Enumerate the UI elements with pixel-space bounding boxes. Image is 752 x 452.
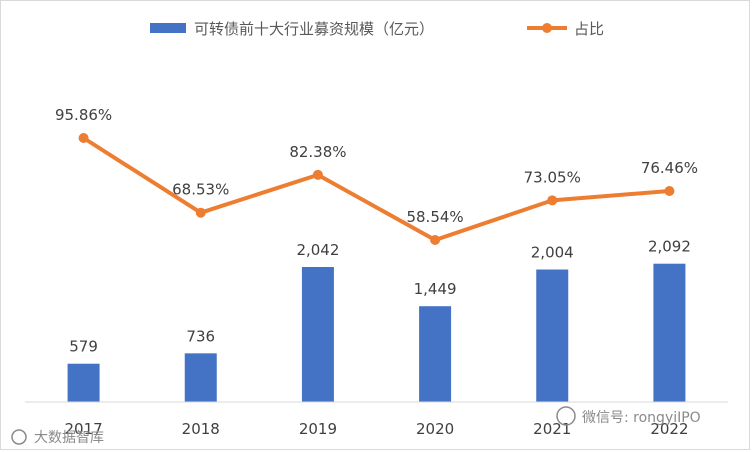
line-marker-2019 (312, 169, 323, 180)
legend: 可转债前十大行业募资规模（亿元） 占比 (150, 20, 604, 38)
line-label-2018: 68.53% (172, 181, 229, 199)
line-marker-2018 (195, 207, 206, 218)
legend-label-bar: 可转债前十大行业募资规模（亿元） (194, 20, 434, 38)
bar-2021 (536, 269, 569, 402)
line-path (82, 136, 670, 242)
bar-label-2017: 579 (69, 338, 98, 356)
bar-data-labels: 579 736 2,042 1,449 2,004 2,092 (69, 238, 691, 356)
line-marker-2020 (430, 235, 441, 245)
bar-2020 (419, 306, 452, 402)
watermark-left-text: 大数据智库 (34, 430, 104, 446)
line-series (78, 133, 675, 245)
tick-label-2018: 2018 (182, 420, 220, 438)
bar-2022 (653, 263, 686, 402)
line-label-2017: 95.86% (55, 106, 112, 124)
bar-label-2019: 2,042 (296, 241, 339, 259)
bar-2017 (67, 363, 100, 402)
line-label-2019: 82.38% (289, 143, 346, 161)
wechat-logo-icon (556, 406, 576, 426)
bar-label-2020: 1,449 (414, 280, 457, 298)
tick-label-2021: 2021 (533, 420, 571, 438)
bar-label-2022: 2,092 (648, 238, 691, 256)
bar-label-2021: 2,004 (531, 244, 574, 262)
line-label-2022: 76.46% (641, 159, 698, 177)
watermark-logo-icon (11, 429, 27, 445)
line-data-labels: 95.86% 68.53% 82.38% 58.54% 73.05% 76.46% (55, 106, 698, 226)
line-label-2021: 73.05% (524, 168, 581, 186)
watermark-right-text: 微信号: rongyiIPO (582, 410, 701, 426)
tick-label-2019: 2019 (299, 420, 337, 438)
line-marker-2022 (664, 186, 675, 197)
bar-series (67, 263, 686, 402)
tick-label-2017: 2017 (64, 420, 102, 438)
line-label-2020: 58.54% (406, 208, 463, 226)
legend-label-line: 占比 (574, 20, 604, 38)
watermark-right: 微信号: rongyiIPO (556, 406, 701, 426)
line-marker-2021 (547, 195, 558, 206)
watermark-left: 大数据智库 (11, 429, 104, 446)
bar-2018 (184, 353, 217, 402)
tick-label-2022: 2022 (650, 420, 688, 438)
bar-2019 (301, 267, 334, 402)
tick-label-2020: 2020 (416, 420, 454, 438)
legend-swatch-marker (542, 23, 552, 33)
bar-label-2018: 736 (186, 327, 215, 345)
line-marker-2017 (78, 133, 89, 143)
legend-swatch-bar (150, 23, 186, 33)
